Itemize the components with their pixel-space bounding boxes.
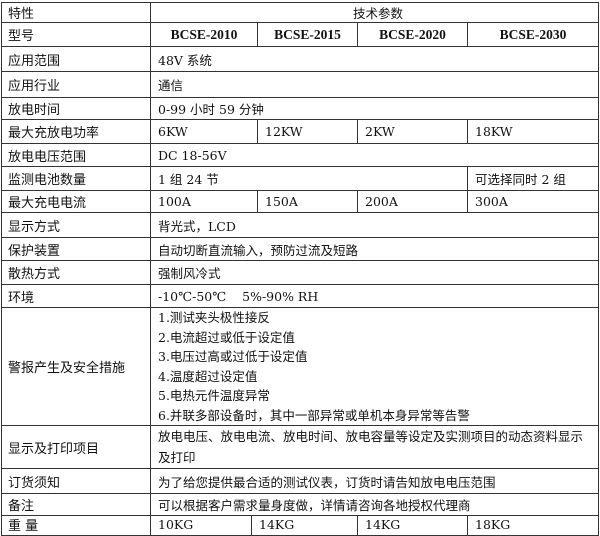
row-value: 强制风冷式	[149, 260, 600, 285]
row-label: 订货须知	[1, 468, 151, 494]
row-value: 14KG	[357, 515, 468, 536]
model-row: 型号 BCSE-2010 BCSE-2015 BCSE-2020 BCSE-20…	[1, 22, 600, 47]
table-row: 放电时间 0-99 小时 59 分钟	[1, 97, 600, 120]
row-value: 18KG	[467, 515, 599, 536]
row-label: 应用行业	[1, 71, 151, 98]
alarm-list: 1.测试夹头极性接反 2.电流超过或低于设定值 3.电压过高或过低于设定值 4.…	[149, 307, 600, 426]
model-label: 型号	[1, 22, 151, 47]
model-value: BCSE-2030	[466, 22, 600, 47]
row-label: 环境	[1, 284, 151, 308]
row-label: 最大充放电功率	[1, 119, 151, 144]
row-label: 最大充电电流	[1, 190, 151, 213]
row-value: 14KG	[251, 515, 358, 536]
alarm-item: 5.电热元件温度异常	[158, 388, 270, 403]
table-row: 最大充电电流 100A 150A 200A 300A	[1, 190, 600, 213]
row-label: 散热方式	[1, 260, 151, 285]
table-row: 应用范围 48V 系统	[1, 46, 600, 72]
row-value: 200A	[357, 190, 468, 213]
weight-row: 重 量 10KG 14KG 14KG 18KG	[1, 515, 599, 536]
row-value: 通信	[149, 71, 600, 98]
row-value: 放电电压、放电电流、放电时间、放电容量等设定及实测项目的动态资料显示及打印	[149, 425, 600, 469]
weight-table: 重 量 10KG 14KG 14KG 18KG	[1, 515, 599, 536]
header-label: 特性	[1, 2, 151, 23]
model-value: BCSE-2020	[357, 22, 468, 47]
row-label: 备注	[1, 493, 151, 516]
table-row: 放电电压范围 DC 18-56V	[1, 143, 600, 167]
row-label: 保护装置	[1, 237, 151, 261]
alarm-item: 1.测试夹头极性接反	[158, 310, 270, 325]
row-value: -10℃-50℃ 5%-90% RH	[149, 284, 600, 308]
table-row: 监测电池数量 1 组 24 节 可选择同时 2 组	[1, 166, 600, 191]
row-label: 应用范围	[1, 46, 151, 72]
row-value: 12KW	[257, 119, 358, 144]
alarm-item: 6.并联多部设备时，其中一部异常或单机本身异常等告警	[158, 407, 470, 423]
row-value: 100A	[150, 190, 258, 213]
row-value: 为了给您提供最合适的测试仪表，订货时请告知放电电压范围	[149, 468, 600, 494]
row-label: 放电电压范围	[1, 143, 151, 167]
row-label: 重 量	[1, 515, 151, 536]
row-label: 监测电池数量	[1, 166, 151, 191]
row-value: 6KW	[150, 119, 258, 144]
row-value: 300A	[466, 190, 600, 213]
header-row: 特性 技术参数	[1, 2, 600, 23]
row-label: 显示方式	[1, 212, 151, 238]
alarm-item: 3.电压过高或过低于设定值	[158, 349, 308, 364]
header-value: 技术参数	[149, 2, 600, 23]
alarm-item: 4.温度超过设定值	[158, 368, 258, 384]
row-value: 2KW	[357, 119, 468, 144]
row-value: 150A	[257, 190, 358, 213]
row-value: 0-99 小时 59 分钟	[149, 97, 600, 120]
table-row: 订货须知 为了给您提供最合适的测试仪表，订货时请告知放电电压范围	[1, 468, 600, 494]
row-value: 18KW	[466, 119, 600, 144]
row-label: 显示及打印项目	[1, 425, 151, 469]
spec-table: 特性 技术参数 型号 BCSE-2010 BCSE-2015 BCSE-2020…	[1, 2, 600, 516]
table-row: 散热方式 强制风冷式	[1, 260, 600, 285]
table-row: 应用行业 通信	[1, 71, 600, 98]
table-row: 环境 -10℃-50℃ 5%-90% RH	[1, 284, 600, 308]
row-value: 10KG	[150, 515, 252, 536]
row-value: 48V 系统	[149, 46, 600, 72]
row-value: 自动切断直流输入，预防过流及短路	[149, 237, 600, 261]
table-row: 显示及打印项目 放电电压、放电电流、放电时间、放电容量等设定及实测项目的动态资料…	[1, 425, 600, 469]
alarm-item: 2.电流超过或低于设定值	[158, 329, 295, 345]
row-value: 背光式，LCD	[149, 212, 600, 238]
row-value: 可以根据客户需求量身度做，详情请咨询各地授权代理商	[149, 493, 600, 516]
table-row: 保护装置 自动切断直流输入，预防过流及短路	[1, 237, 600, 261]
model-value: BCSE-2010	[150, 22, 258, 47]
table-row: 最大充放电功率 6KW 12KW 2KW 18KW	[1, 119, 600, 144]
row-value: 1 组 24 节	[150, 166, 468, 191]
row-value: DC 18-56V	[149, 143, 600, 167]
row-label: 放电时间	[1, 97, 151, 120]
model-value: BCSE-2015	[257, 22, 358, 47]
row-label: 警报产生及安全措施	[1, 307, 151, 426]
table-row: 备注 可以根据客户需求量身度做，详情请咨询各地授权代理商	[1, 493, 600, 516]
alarm-row: 警报产生及安全措施 1.测试夹头极性接反 2.电流超过或低于设定值 3.电压过高…	[1, 307, 600, 426]
table-row: 显示方式 背光式，LCD	[1, 212, 600, 238]
row-value: 可选择同时 2 组	[466, 166, 600, 191]
